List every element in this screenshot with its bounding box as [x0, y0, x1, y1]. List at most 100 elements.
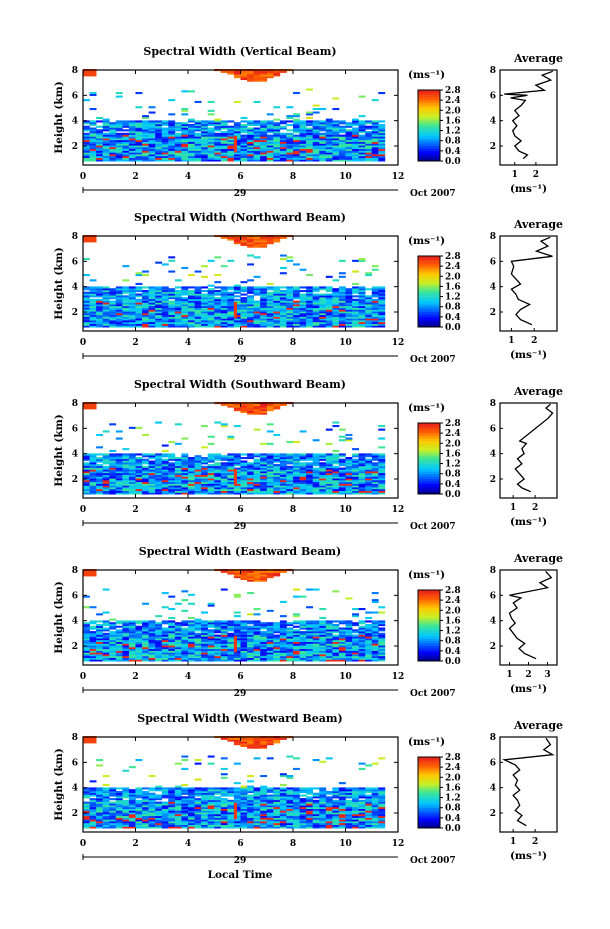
heatmap-cell	[214, 650, 222, 653]
heatmap-cell	[247, 129, 254, 132]
heatmap-cell	[207, 648, 215, 651]
heatmap-cell	[181, 654, 189, 657]
heatmap-cell	[253, 275, 261, 278]
heatmap-cell	[135, 483, 143, 486]
heatmap-cell	[201, 309, 208, 312]
heatmap-cell	[378, 311, 386, 314]
heatmap-cell	[83, 157, 90, 160]
heatmap-cell	[227, 570, 235, 573]
heatmap-cell	[358, 155, 366, 158]
heatmap-cell	[358, 129, 366, 132]
heatmap-cell	[214, 313, 222, 316]
panel-title: Spectral Width (Southward Beam)	[134, 378, 346, 391]
heatmap-cell	[102, 453, 110, 456]
heatmap-cell	[83, 574, 90, 577]
heatmap-cell	[89, 136, 97, 139]
heatmap-cell	[240, 321, 248, 324]
x-tick-label: 8	[290, 172, 296, 182]
heatmap-cell	[306, 132, 313, 135]
heatmap-cell	[89, 826, 97, 829]
heatmap-cell	[155, 134, 163, 137]
heatmap-cell	[293, 659, 300, 662]
heatmap-cell	[201, 488, 208, 491]
heatmap-cell	[142, 309, 149, 312]
heatmap-cell	[161, 469, 169, 472]
heatmap-cell	[214, 659, 222, 662]
heatmap-cell	[325, 471, 333, 474]
heatmap-cell	[207, 643, 215, 646]
heatmap-cell	[293, 286, 300, 289]
heatmap-cell	[266, 313, 274, 316]
heatmap-cell	[266, 122, 274, 125]
heatmap-cell	[358, 313, 366, 316]
heatmap-cell	[135, 307, 143, 310]
heatmap-cell	[220, 471, 228, 474]
heatmap-cell	[109, 152, 117, 155]
heatmap-cell	[299, 318, 307, 321]
heatmap-cell	[260, 286, 268, 289]
heatmap-cell	[96, 648, 103, 651]
heatmap-cell	[174, 318, 182, 321]
heatmap-cell	[135, 125, 143, 128]
heatmap-cell	[102, 129, 110, 132]
heatmap-cell	[96, 316, 103, 319]
heatmap-cell	[207, 145, 215, 148]
heatmap-cell	[365, 325, 373, 328]
heatmap-cell	[260, 134, 268, 137]
heatmap-cell	[148, 460, 156, 463]
heatmap-cell	[345, 293, 353, 296]
heatmap-cell	[220, 403, 228, 406]
heatmap-cell	[89, 131, 97, 134]
heatmap-cell	[135, 132, 143, 135]
heatmap-cell	[233, 320, 241, 323]
heatmap-cell	[109, 325, 117, 328]
heatmap-cell	[89, 93, 97, 96]
heatmap-cell	[279, 469, 287, 472]
heatmap-cell	[102, 492, 110, 495]
heatmap-cell	[161, 325, 169, 328]
colorbar-swatch	[418, 448, 440, 452]
heatmap-cell	[338, 657, 346, 660]
heatmap-cell	[155, 622, 163, 625]
heatmap-cell	[115, 122, 123, 125]
heatmap-cell	[371, 641, 379, 644]
heatmap-cell	[115, 157, 123, 160]
heatmap-cell	[266, 124, 274, 127]
heatmap-cell	[188, 129, 195, 132]
heatmap-cell	[352, 458, 359, 461]
heatmap-cell	[174, 291, 182, 294]
heatmap-cell	[312, 316, 320, 319]
heatmap-cell	[299, 297, 307, 300]
heatmap-cell	[325, 487, 333, 490]
heatmap-cell	[345, 129, 353, 132]
heatmap-cell	[240, 650, 248, 653]
average-x-tick-label: 2	[531, 336, 537, 346]
heatmap-cell	[128, 487, 136, 490]
heatmap-cell	[286, 652, 294, 655]
heatmap-cell	[233, 457, 241, 460]
heatmap-cell	[194, 138, 202, 141]
heatmap-cell	[194, 650, 202, 653]
heatmap-cell	[358, 631, 366, 634]
heatmap-cell	[96, 821, 103, 824]
heatmap-cell	[168, 297, 176, 300]
heatmap-cell	[371, 268, 379, 271]
heatmap-cell	[345, 131, 353, 134]
heatmap-cell	[332, 143, 340, 146]
heatmap-cell	[233, 458, 241, 461]
heatmap-cell	[299, 124, 307, 127]
heatmap-cell	[371, 316, 379, 319]
heatmap-cell	[155, 307, 163, 310]
heatmap-cell	[293, 490, 300, 493]
heatmap-cell	[247, 145, 254, 148]
y-tick-label: 8	[72, 66, 78, 76]
heatmap-cell	[83, 639, 90, 642]
heatmap-cell	[352, 462, 359, 465]
heatmap-cell	[293, 321, 300, 324]
heatmap-cell	[168, 321, 176, 324]
heatmap-cell	[365, 455, 373, 458]
heatmap-cell	[233, 76, 241, 79]
heatmap-cell	[155, 157, 163, 160]
heatmap-cell	[142, 433, 149, 436]
heatmap-cell	[247, 453, 254, 456]
